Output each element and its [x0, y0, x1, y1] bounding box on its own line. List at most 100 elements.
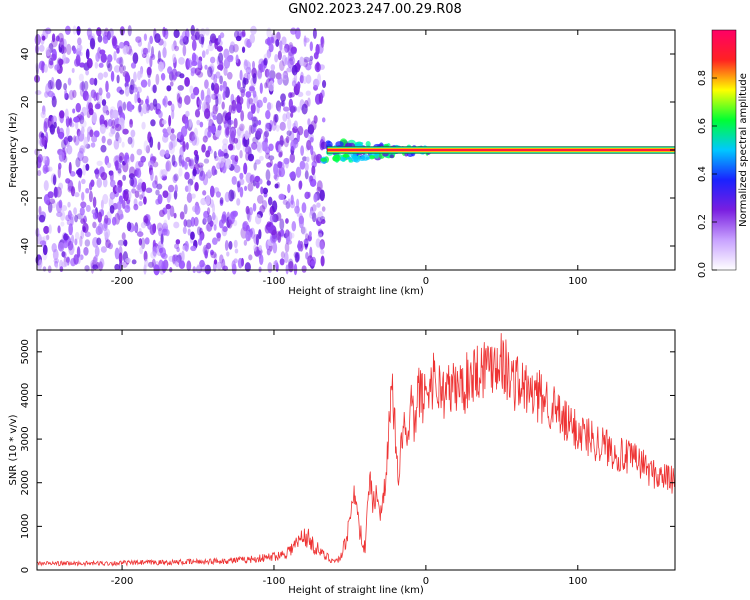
noise-blob [228, 54, 234, 61]
spectrogram-y-tick-label: -20 [20, 190, 31, 206]
noise-blob [108, 131, 114, 137]
noise-blob [271, 120, 277, 131]
noise-blob [245, 145, 252, 155]
noise-blob [141, 190, 145, 199]
noise-blob [219, 84, 223, 92]
noise-blob [96, 237, 102, 246]
noise-blob [306, 139, 312, 151]
noise-blob [301, 103, 308, 115]
noise-blob [275, 39, 280, 47]
noise-blob [257, 141, 264, 154]
noise-blob [225, 158, 232, 169]
noise-blob [301, 202, 307, 214]
noise-blob [107, 242, 114, 250]
noise-blob [45, 83, 52, 96]
noise-blob [290, 111, 294, 118]
noise-blob [43, 180, 49, 191]
noise-blob [51, 115, 58, 124]
noise-blob [290, 194, 294, 206]
noise-blob [167, 66, 173, 75]
noise-blob [215, 191, 221, 198]
noise-blob [150, 169, 154, 182]
noise-blob [300, 226, 306, 235]
noise-blob [247, 182, 254, 192]
noise-blob [45, 27, 52, 35]
noise-blob [279, 258, 285, 266]
noise-blob [115, 160, 119, 171]
noise-blob [42, 266, 47, 272]
noise-blob [153, 104, 158, 111]
noise-blob [125, 257, 131, 263]
noise-blob [247, 234, 251, 241]
noise-blob [278, 106, 282, 113]
noise-blob [162, 128, 168, 134]
noise-blob [258, 244, 263, 251]
noise-blob [143, 264, 147, 275]
noise-blob [256, 99, 263, 109]
colorbar-ticks: 0.0 0.2 0.4 0.6 0.8 [697, 70, 717, 278]
noise-blob [77, 37, 82, 46]
noise-blob [261, 140, 268, 152]
noise-blob [107, 30, 111, 41]
noise-blob [216, 39, 223, 47]
noise-blob [85, 48, 90, 60]
noise-blob [299, 160, 306, 170]
noise-blob [100, 171, 108, 181]
noise-blob [197, 99, 202, 106]
noise-blob [233, 117, 238, 129]
noise-blob [47, 191, 54, 199]
noise-blob [204, 64, 208, 70]
noise-blob [266, 221, 272, 228]
noise-blob [255, 182, 260, 188]
noise-blob [100, 144, 107, 153]
noise-blob [245, 205, 250, 215]
noise-blob [207, 207, 211, 216]
noise-blob [269, 119, 273, 129]
noise-blob [85, 204, 91, 213]
noise-blob [63, 242, 69, 249]
noise-blob [198, 172, 205, 181]
noise-blob [241, 29, 246, 37]
snr-x-tick-label: -100 [263, 576, 286, 587]
noise-blob [193, 127, 198, 138]
noise-blob [111, 119, 116, 129]
noise-blob [51, 243, 57, 253]
noise-blob [80, 229, 85, 240]
noise-blob [78, 73, 84, 82]
noise-blob [114, 247, 120, 260]
noise-blob [181, 250, 185, 262]
noise-blob [93, 130, 100, 138]
noise-blob [149, 35, 153, 45]
noise-blob [58, 182, 64, 190]
noise-blob [274, 173, 279, 182]
noise-blob [273, 163, 279, 176]
noise-blob [65, 256, 70, 263]
noise-blob [193, 163, 201, 170]
noise-blob [168, 141, 174, 151]
noise-blob [319, 216, 326, 222]
noise-blob [216, 261, 223, 270]
noise-blob [97, 34, 103, 43]
noise-blob [304, 162, 309, 172]
noise-blob [116, 201, 122, 210]
noise-blob [45, 234, 50, 241]
noise-blob [207, 66, 213, 78]
noise-blob [126, 200, 130, 210]
noise-blob [303, 238, 309, 245]
noise-blob [58, 110, 65, 119]
noise-blob [94, 61, 99, 69]
noise-blob [155, 198, 160, 205]
noise-blob [89, 37, 96, 50]
noise-blob [121, 232, 126, 241]
noise-blob [316, 61, 320, 71]
noise-blob [121, 261, 128, 268]
noise-blob [135, 36, 142, 43]
noise-blob [61, 146, 68, 156]
noise-blob [223, 58, 231, 69]
noise-blob [61, 261, 68, 268]
noise-blob [200, 27, 206, 38]
noise-blob [104, 214, 109, 225]
noise-blob [139, 246, 144, 255]
snr-y-tick-label: 5000 [20, 339, 31, 364]
noise-blob [231, 106, 236, 114]
